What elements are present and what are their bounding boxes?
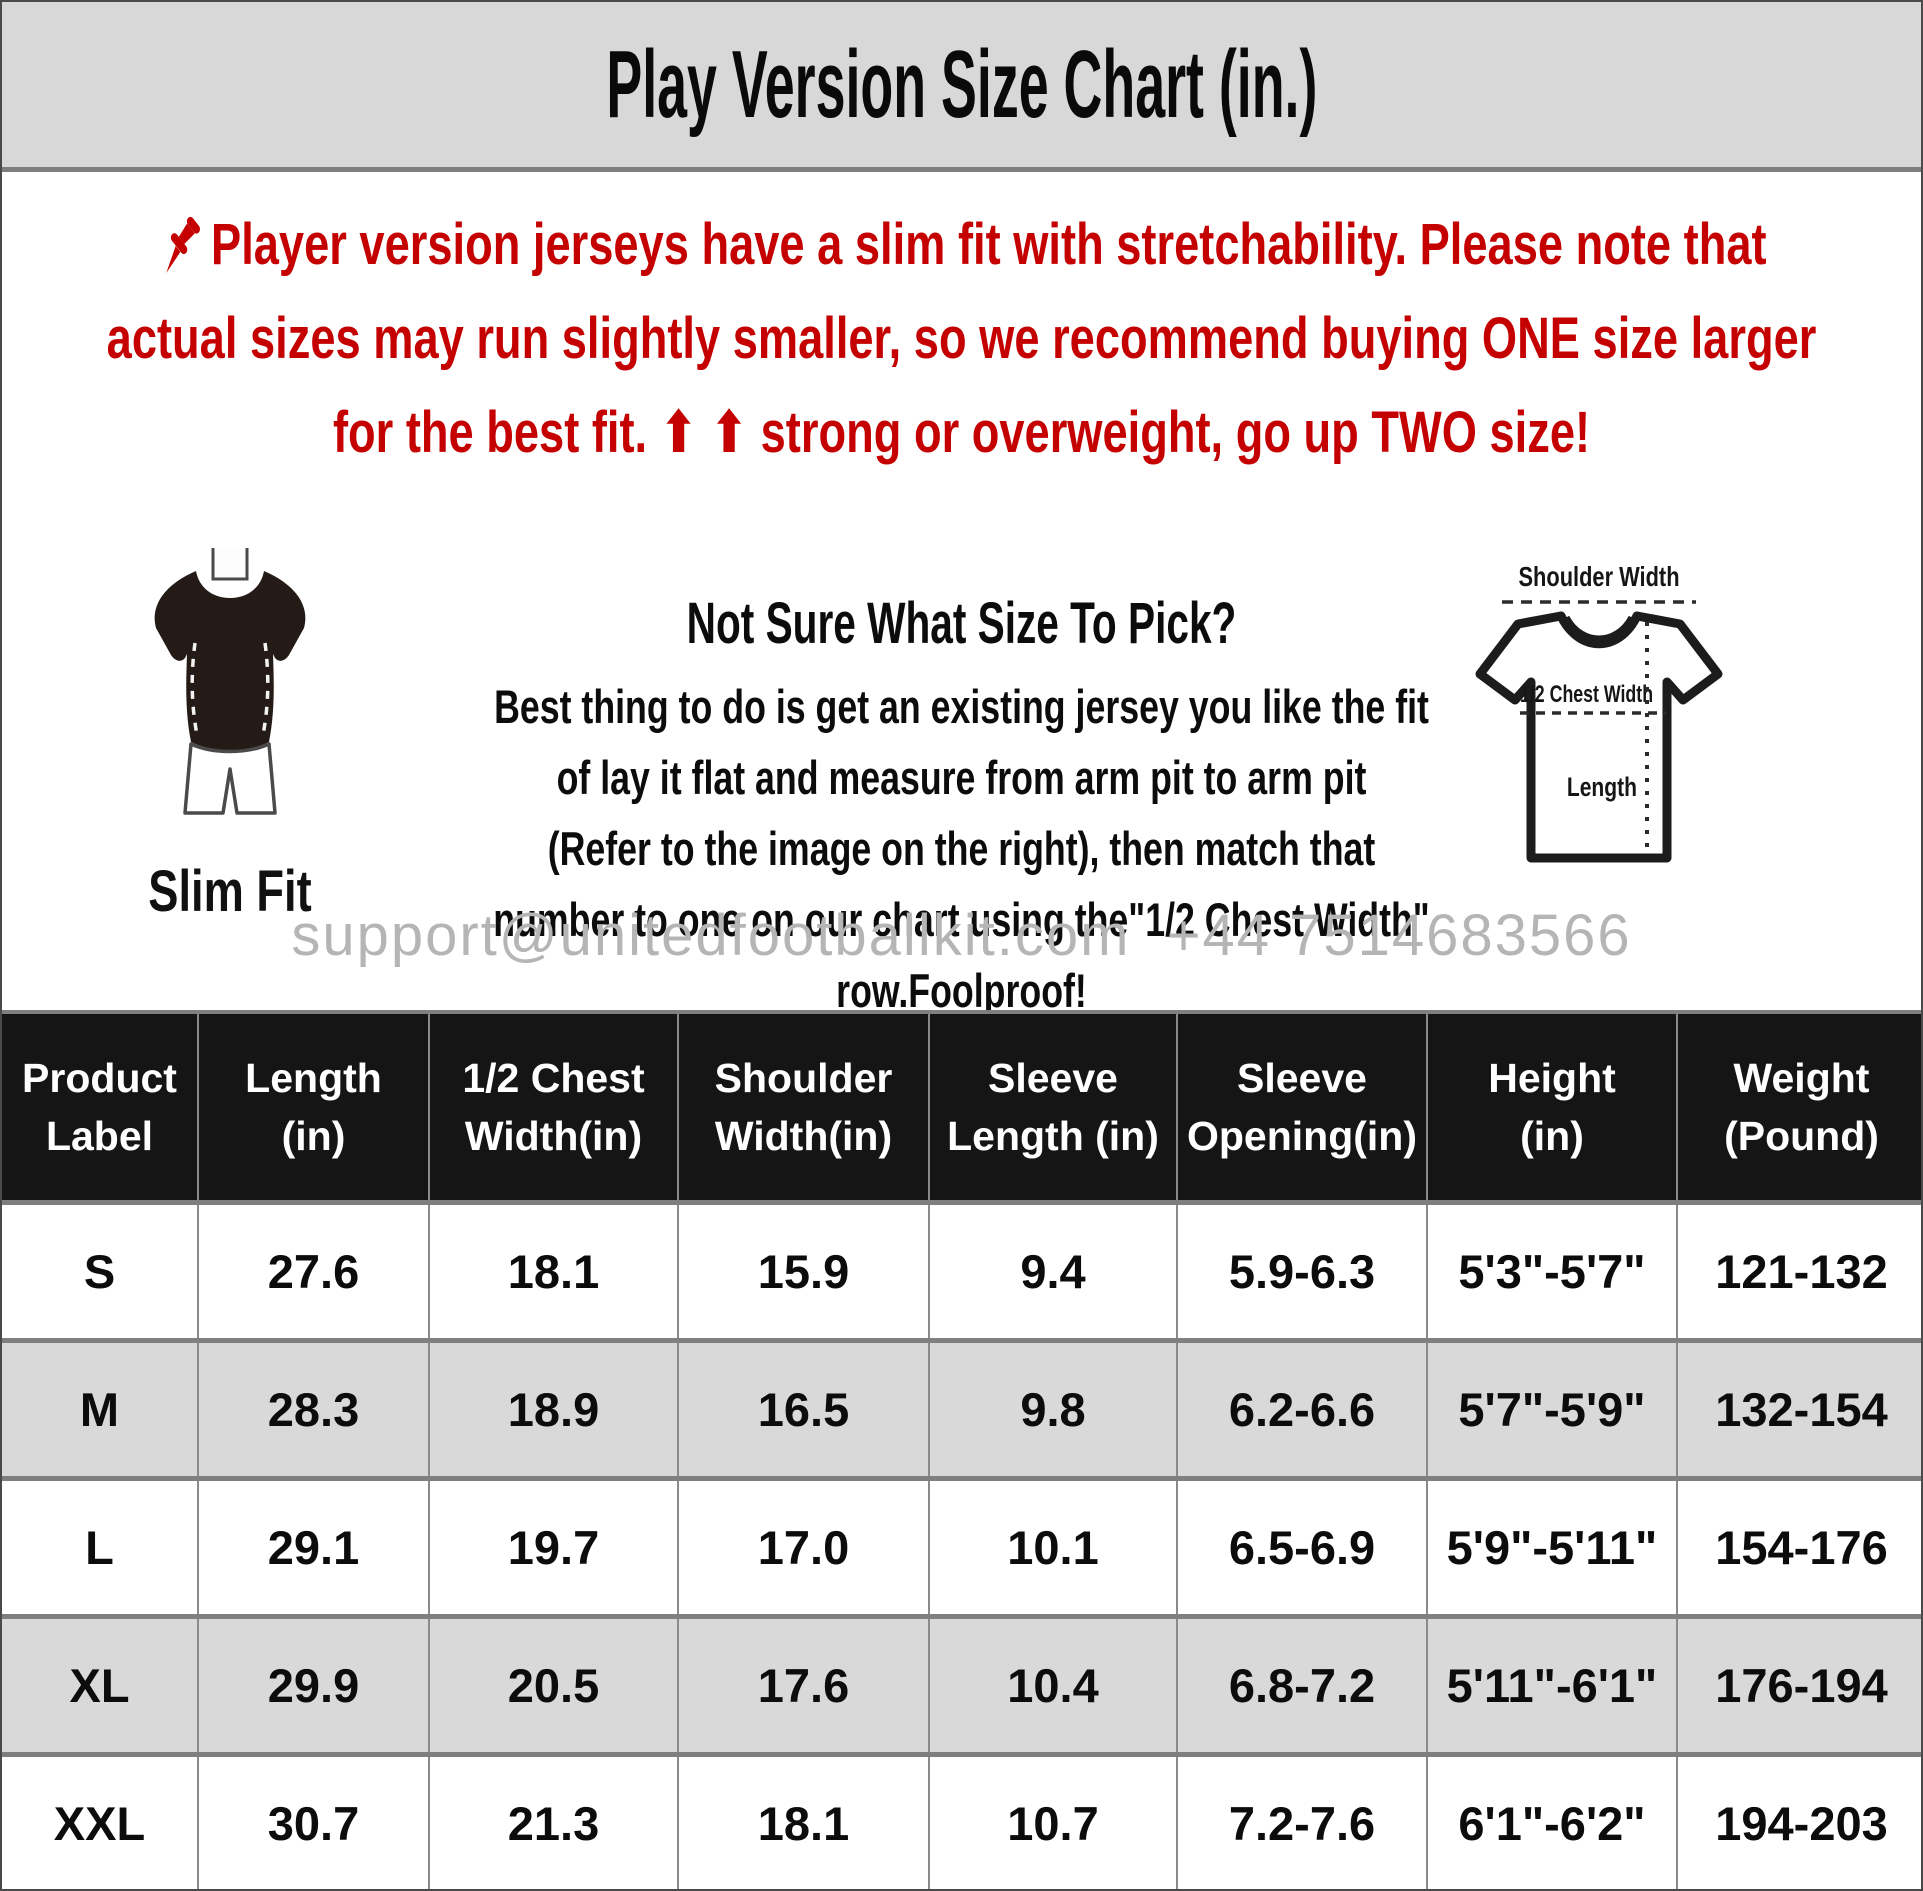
data-cell: 29.9 bbox=[197, 1616, 430, 1757]
table-row: S 27.6 18.1 15.9 9.4 5.9-6.3 5'3"-5'7" 1… bbox=[2, 1202, 1921, 1343]
data-cell: 18.1 bbox=[677, 1754, 930, 1889]
header-cell: 1/2 Chest Width(in) bbox=[428, 1012, 679, 1205]
header-cell: Length (in) bbox=[197, 1012, 430, 1205]
data-cell: 21.3 bbox=[428, 1754, 679, 1889]
data-cell: 176-194 bbox=[1676, 1616, 1921, 1757]
data-cell: 6.2-6.6 bbox=[1176, 1340, 1428, 1481]
data-cell: 19.7 bbox=[428, 1478, 679, 1619]
data-cell: 7.2-7.6 bbox=[1176, 1754, 1428, 1889]
data-cell: L bbox=[2, 1478, 199, 1619]
pushpin-icon bbox=[166, 216, 201, 273]
data-cell: 17.6 bbox=[677, 1616, 930, 1757]
data-cell: 194-203 bbox=[1676, 1754, 1921, 1889]
tshirt-measurement-diagram: Shoulder Width 1/2 Chest Width Length bbox=[1475, 561, 1723, 863]
size-help-heading: Not Sure What Size To Pick? bbox=[686, 591, 1237, 656]
size-help-line: (Refer to the image on the right), then … bbox=[547, 822, 1376, 875]
data-cell: 10.1 bbox=[928, 1478, 1178, 1619]
data-cell: 6.5-6.9 bbox=[1176, 1478, 1428, 1619]
header-cell: Sleeve Opening(in) bbox=[1176, 1012, 1428, 1205]
data-cell: 27.6 bbox=[197, 1202, 430, 1343]
shoulder-width-label: Shoulder Width bbox=[1518, 561, 1679, 592]
slim-fit-figure bbox=[154, 548, 306, 815]
data-cell: 29.1 bbox=[197, 1478, 430, 1619]
table-row: XXL 30.7 21.3 18.1 10.7 7.2-7.6 6'1"-6'2… bbox=[2, 1754, 1921, 1889]
data-cell: 9.4 bbox=[928, 1202, 1178, 1343]
table-row: XL 29.9 20.5 17.6 10.4 6.8-7.2 5'11"-6'1… bbox=[2, 1616, 1921, 1757]
data-cell: 5'7"-5'9" bbox=[1426, 1340, 1678, 1481]
data-cell: 20.5 bbox=[428, 1616, 679, 1757]
data-cell: 154-176 bbox=[1676, 1478, 1921, 1619]
header-cell: Height (in) bbox=[1426, 1012, 1678, 1205]
data-cell: 5'9"-5'11" bbox=[1426, 1478, 1678, 1619]
fit-notice-line: for the best fit. ⬆ ⬆ strong or overweig… bbox=[332, 400, 1591, 465]
data-cell: 18.9 bbox=[428, 1340, 679, 1481]
data-cell: 28.3 bbox=[197, 1340, 430, 1481]
slim-fit-label: Slim Fit bbox=[148, 859, 312, 924]
data-cell: 9.8 bbox=[928, 1340, 1178, 1481]
data-cell: M bbox=[2, 1340, 199, 1481]
size-help-line: of lay it flat and measure from arm pit … bbox=[556, 751, 1367, 804]
data-cell: 5'3"-5'7" bbox=[1426, 1202, 1678, 1343]
data-cell: 5.9-6.3 bbox=[1176, 1202, 1428, 1343]
watermark-contact: support@unitedfootballkit.com +44 751468… bbox=[291, 903, 1632, 968]
data-cell: 10.4 bbox=[928, 1616, 1178, 1757]
data-cell: 10.7 bbox=[928, 1754, 1178, 1889]
data-cell: 5'11"-6'1" bbox=[1426, 1616, 1678, 1757]
data-cell: 132-154 bbox=[1676, 1340, 1921, 1481]
data-cell: 16.5 bbox=[677, 1340, 930, 1481]
data-cell: 17.0 bbox=[677, 1478, 930, 1619]
data-cell: S bbox=[2, 1202, 199, 1343]
length-label: Length bbox=[1567, 773, 1637, 803]
fit-notice-line: actual sizes may run slightly smaller, s… bbox=[106, 306, 1817, 371]
fit-notice-text: Player version jerseys have a slim fit w… bbox=[211, 212, 1767, 277]
data-cell: 121-132 bbox=[1676, 1202, 1921, 1343]
header-row: Product Label Length (in) 1/2 Chest Width(i… bbox=[2, 1012, 1921, 1205]
data-cell: XXL bbox=[2, 1754, 199, 1889]
table-row: M 28.3 18.9 16.5 9.8 6.2-6.6 5'7"-5'9" 1… bbox=[2, 1340, 1921, 1481]
header-cell: Product Label bbox=[2, 1012, 199, 1205]
data-cell: 18.1 bbox=[428, 1202, 679, 1343]
size-help: Not Sure What Size To Pick? Best thing t… bbox=[282, 590, 1641, 1026]
title-bar: Play Version Size Chart (in.) bbox=[2, 2, 1921, 172]
size-help-line: Best thing to do is get an existing jers… bbox=[494, 680, 1429, 733]
data-cell: 15.9 bbox=[677, 1202, 930, 1343]
header-cell: Shoulder Width(in) bbox=[677, 1012, 930, 1205]
data-cell: XL bbox=[2, 1616, 199, 1757]
size-table-section: Product Label Length (in) 1/2 Chest Width(i… bbox=[2, 1010, 1921, 1889]
page-title: Play Version Size Chart (in.) bbox=[605, 30, 1318, 138]
data-cell: 6.8-7.2 bbox=[1176, 1616, 1428, 1757]
fit-notice: Player version jerseys have a slim fit w… bbox=[2, 198, 1921, 480]
fit-notice-line: Player version jerseys have a slim fit w… bbox=[166, 198, 1767, 292]
size-help-line: number to one on our chart using the"1/2… bbox=[493, 893, 1430, 946]
half-chest-width-label: 1/2 Chest Width bbox=[1520, 682, 1653, 708]
header-cell: Sleeve Length (in) bbox=[928, 1012, 1178, 1205]
size-table: Product Label Length (in) 1/2 Chest Width(i… bbox=[2, 1010, 1921, 1889]
header-cell: Weight (Pound) bbox=[1676, 1012, 1921, 1205]
table-row: L 29.1 19.7 17.0 10.1 6.5-6.9 5'9"-5'11"… bbox=[2, 1478, 1921, 1619]
size-help-line: row.Foolproof! bbox=[836, 964, 1087, 1017]
data-cell: 30.7 bbox=[197, 1754, 430, 1889]
data-cell: 6'1"-6'2" bbox=[1426, 1754, 1678, 1889]
